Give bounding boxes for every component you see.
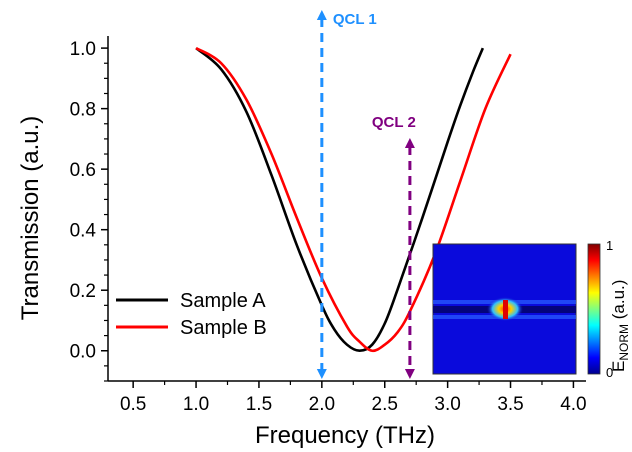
legend: Sample A Sample B [116, 290, 267, 339]
x-tick-label: 4.0 [560, 394, 586, 415]
y-axis-title: Transmission (a.u.) [17, 116, 44, 321]
x-tick-label: 0.5 [120, 394, 146, 415]
inset-field-map [432, 243, 577, 375]
x-tick-label: 3.5 [497, 394, 523, 415]
series-line-sample-b [195, 46, 512, 353]
y-tick-label: 0.4 [70, 221, 97, 242]
colorbar-min-label: 0 [606, 365, 613, 380]
y-tick-label: 1.0 [70, 39, 96, 60]
annotation-layer: QCL 1 QCL 2 [316, 10, 416, 379]
y-tick-label: 0.8 [70, 100, 96, 121]
x-tick-label: 2.5 [372, 394, 398, 415]
legend-label-sample-b: Sample B [180, 317, 267, 339]
qcl-2-arrow-head-top [404, 138, 415, 148]
colorbar: 1 0 ENORM (a.u.) [587, 238, 631, 380]
inset-hotspot-core [503, 300, 508, 319]
qcl-1-label: QCL 1 [333, 11, 377, 28]
x-axis-title: Frequency (THz) [255, 422, 435, 449]
qcl-1-arrow-head-top [316, 10, 327, 20]
y-tick-label: 0.0 [70, 342, 96, 363]
qcl-1-arrow-head-bottom [316, 369, 327, 379]
x-tick-label: 2.0 [309, 394, 335, 415]
series-layer [195, 46, 512, 353]
y-tick-label: 0.2 [70, 281, 96, 302]
legend-label-sample-a: Sample A [180, 290, 266, 312]
colorbar-title: ENORM (a.u.) [609, 280, 631, 372]
qcl-2-label: QCL 2 [372, 114, 416, 131]
x-tick-label: 3.0 [434, 394, 460, 415]
x-tick-label: 1.0 [183, 394, 209, 415]
y-tick-label: 0.6 [70, 160, 96, 181]
x-axis-ticks: 0.5 1.0 1.5 2.0 2.5 3.0 3.5 4.0 [120, 381, 587, 415]
x-tick-label: 1.5 [246, 394, 272, 415]
colorbar-gradient [587, 243, 601, 375]
y-axis-ticks: 0.0 0.2 0.4 0.6 0.8 1.0 [70, 39, 108, 382]
qcl-2-arrow-head-bottom [404, 369, 415, 379]
colorbar-max-label: 1 [606, 238, 613, 253]
series-line-sample-a [195, 47, 485, 353]
